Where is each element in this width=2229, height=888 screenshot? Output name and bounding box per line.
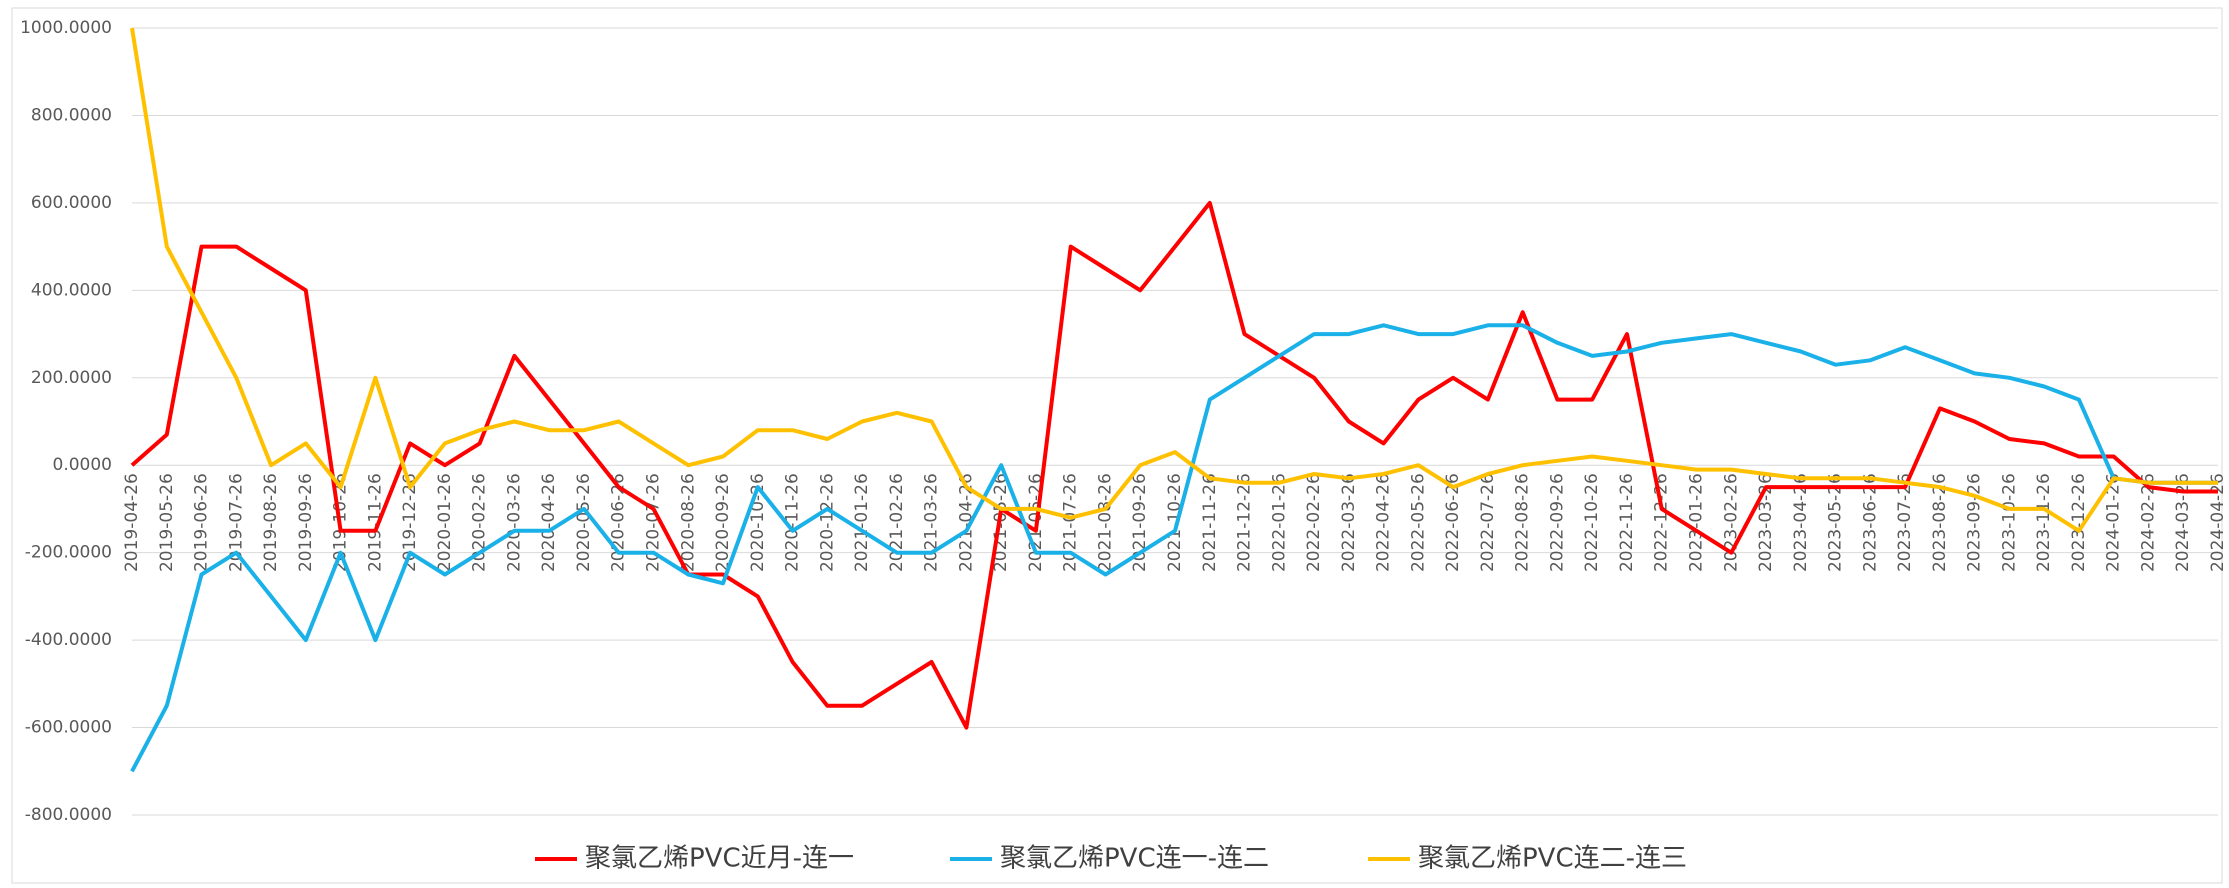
legend-label: 聚氯乙烯PVC近月-连一 <box>585 844 854 874</box>
chart-frame <box>11 7 2223 884</box>
x-tick-label: 2021-08-26 <box>1095 473 1115 572</box>
x-tick-label: 2022-09-26 <box>1547 473 1567 572</box>
x-tick-label: 2021-04-26 <box>956 473 976 572</box>
y-tick-label: 1000.0000 <box>20 18 112 38</box>
x-tick-label: 2023-02-26 <box>1721 473 1741 572</box>
x-tick-label: 2022-07-26 <box>1478 473 1498 572</box>
x-tick-label: 2019-06-26 <box>192 473 212 572</box>
x-tick-label: 2023-04-26 <box>1791 473 1811 572</box>
x-tick-label: 2022-11-26 <box>1617 473 1637 572</box>
x-tick-label: 2020-11-26 <box>783 473 803 572</box>
x-tick-label: 2021-03-26 <box>922 473 942 572</box>
x-tick-label: 2023-05-26 <box>1826 473 1846 572</box>
x-tick-label: 2023-11-26 <box>2034 473 2054 572</box>
x-tick-label: 2023-09-26 <box>1965 473 1985 572</box>
x-tick-label: 2023-08-26 <box>1930 473 1950 572</box>
x-tick-label: 2023-01-26 <box>1687 473 1707 572</box>
x-tick-label: 2023-07-26 <box>1895 473 1915 572</box>
x-tick-label: 2024-01-26 <box>2104 473 2124 572</box>
x-tick-label: 2022-03-26 <box>1339 473 1359 572</box>
x-tick-label: 2021-01-26 <box>852 473 872 572</box>
y-tick-label: -800.0000 <box>25 805 112 825</box>
y-tick-label: 200.0000 <box>31 368 112 388</box>
series-line <box>130 323 2218 773</box>
x-tick-label: 2022-04-26 <box>1374 473 1394 572</box>
y-tick-label: -200.0000 <box>25 543 112 563</box>
y-tick-label: -600.0000 <box>25 718 112 738</box>
x-tick-label: 2020-09-26 <box>713 473 733 572</box>
x-tick-label: 2022-08-26 <box>1513 473 1533 572</box>
series-line <box>130 200 2218 730</box>
y-tick-label: 600.0000 <box>31 193 112 213</box>
x-tick-label: 2019-07-26 <box>226 473 246 572</box>
x-tick-label: 2024-02-26 <box>2138 473 2158 572</box>
x-tick-label: 2020-03-26 <box>504 473 524 572</box>
x-tick-label: 2023-06-26 <box>1860 473 1880 572</box>
legend: 聚氯乙烯PVC近月-连一 聚氯乙烯PVC连一-连二 聚氯乙烯PVC连二-连三 <box>535 844 1687 874</box>
x-tick-label: 2024-04-26 <box>2208 473 2228 572</box>
x-tick-label: 2021-07-26 <box>1061 473 1081 572</box>
x-tick-label: 2022-12-26 <box>1652 473 1672 572</box>
x-tick-label: 2023-12-26 <box>2069 473 2089 572</box>
x-tick-label: 2020-12-26 <box>817 473 837 572</box>
x-tick-label: 2022-01-26 <box>1269 473 1289 572</box>
x-tick-label: 2019-08-26 <box>261 473 281 572</box>
x-tick-label: 2022-05-26 <box>1408 473 1428 572</box>
x-tick-label: 2020-01-26 <box>435 473 455 572</box>
y-tick-label: 800.0000 <box>31 105 112 125</box>
x-tick-label: 2021-02-26 <box>887 473 907 572</box>
x-tick-label: 2020-08-26 <box>678 473 698 572</box>
x-tick-label: 2021-12-26 <box>1235 473 1255 572</box>
y-tick-label: 400.0000 <box>31 280 112 300</box>
x-tick-label: 2024-03-26 <box>2173 473 2193 572</box>
x-tick-label: 2022-06-26 <box>1443 473 1463 572</box>
x-tick-label: 2021-11-26 <box>1200 473 1220 572</box>
x-tick-label: 2022-02-26 <box>1304 473 1324 572</box>
x-tick-label: 2020-05-26 <box>574 473 594 572</box>
y-tick-label: -400.0000 <box>25 630 112 650</box>
x-tick-label: 2019-05-26 <box>157 473 177 572</box>
legend-label: 聚氯乙烯PVC连一-连二 <box>1000 844 1269 874</box>
x-tick-label: 2020-07-26 <box>644 473 664 572</box>
x-tick-label: 2019-04-26 <box>122 473 142 572</box>
x-tick-label: 2019-11-26 <box>365 473 385 572</box>
x-tick-label: 2020-04-26 <box>539 473 559 572</box>
x-tick-label: 2021-10-26 <box>1165 473 1185 572</box>
series-line <box>130 27 2218 533</box>
x-tick-label: 2019-12-26 <box>400 473 420 572</box>
x-tick-label: 2022-10-26 <box>1582 473 1602 572</box>
x-tick-label: 2023-10-26 <box>1999 473 2019 572</box>
x-tick-label: 2019-09-26 <box>296 473 316 572</box>
legend-label: 聚氯乙烯PVC连二-连三 <box>1418 844 1687 874</box>
y-tick-label: 0.0000 <box>53 455 112 475</box>
